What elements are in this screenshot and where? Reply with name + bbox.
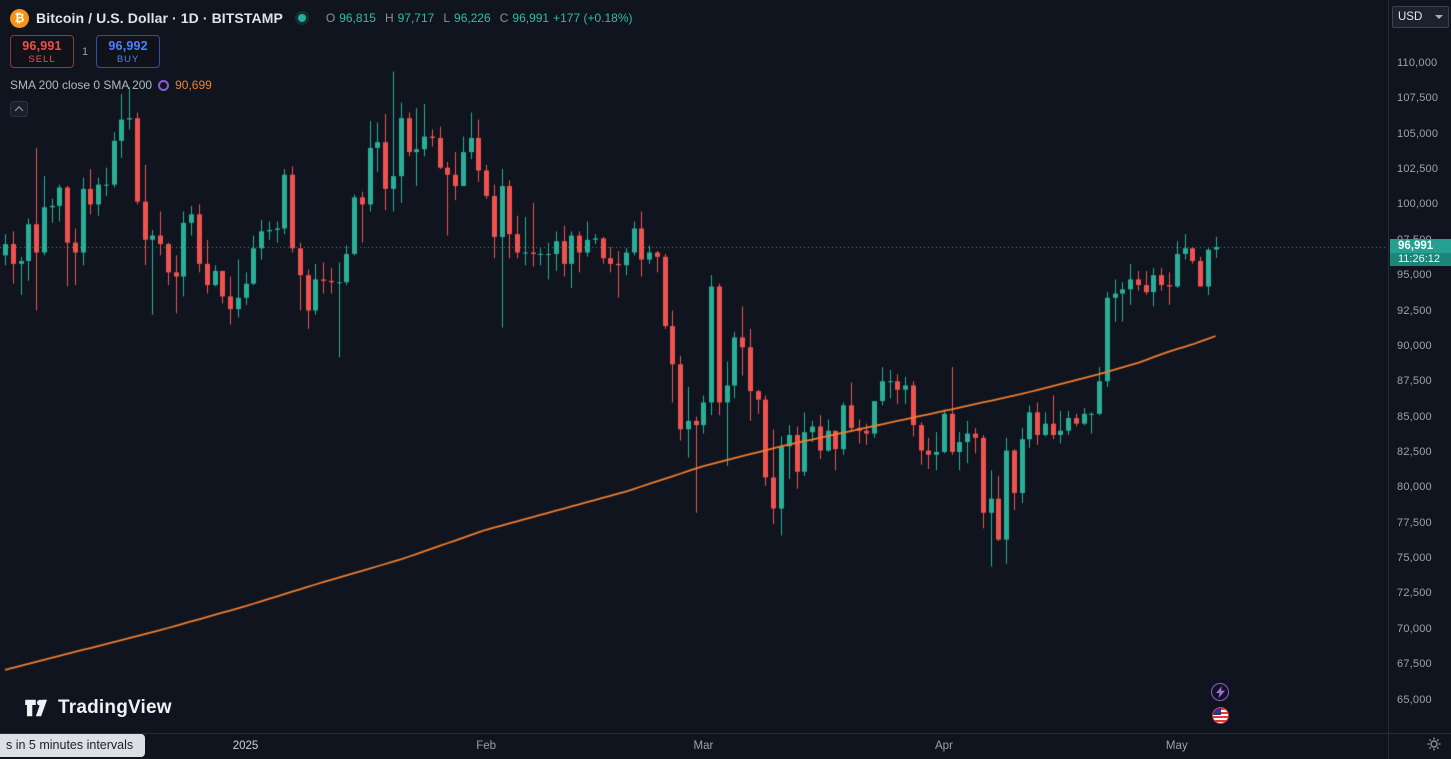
indicator-row: SMA 200 close 0 SMA 200 90,699 [10,78,632,92]
price-axis-label: 77,500 [1397,516,1432,529]
ohlc-close-value: 96,991 [512,11,550,25]
chevron-down-icon [1435,15,1443,19]
buy-label: BUY [116,53,140,65]
settings-gear-icon[interactable] [1427,737,1441,756]
ohlc-readout: O 96,815 H 97,717 L 96,226 C 96,991 +177 (+0… [321,11,633,25]
sell-price: 96,991 [22,38,62,53]
indicator-title[interactable]: SMA 200 close 0 SMA 200 [10,78,153,92]
tradingview-watermark: TradingView [24,697,172,719]
price-axis-label: 80,000 [1397,481,1432,494]
candlestick-chart[interactable] [0,0,1388,733]
ohlc-open-label: O [325,11,336,25]
axis-corner [1388,733,1451,759]
price-axis-label: 110,000 [1397,57,1438,69]
interval-tooltip: s in 5 minutes intervals [0,734,146,757]
price-axis-label: 72,500 [1397,587,1432,600]
ohlc-low-value: 96,226 [454,11,491,25]
last-price-value: 96,991 [1390,239,1451,253]
ohlc-close-label: C [499,11,509,25]
collapse-header-button[interactable] [10,101,28,117]
time-axis-label: Apr [935,740,953,752]
ohlc-high-label: H [384,11,394,25]
price-axis-label: 65,000 [1397,693,1432,706]
price-axis-label: 92,500 [1397,304,1432,317]
sell-label: SELL [28,53,56,65]
price-axis-label: 67,500 [1397,658,1432,671]
price-axis-label: 75,000 [1397,552,1432,565]
chevron-up-icon [14,106,24,115]
us-flag-event-icon[interactable] [1211,707,1229,724]
lightning-event-icon[interactable] [1211,683,1229,701]
price-axis-label: 100,000 [1397,198,1439,211]
ohlc-open-value: 96,815 [339,11,376,25]
market-status-icon[interactable] [297,14,306,22]
symbol-row: ₿ Bitcoin / U.S. Dollar · 1D · BITSTAMP … [10,8,632,28]
price-axis-label: 107,500 [1397,92,1439,105]
bar-countdown: 11:26:12 [1390,253,1451,266]
price-axis-label: 87,500 [1397,375,1432,388]
buy-price: 96,992 [108,38,148,53]
buy-button[interactable]: 96,992 BUY [96,35,161,68]
price-axis-label: 102,500 [1397,163,1439,176]
bitcoin-logo-icon: ₿ [10,8,29,28]
indicator-sync-icon[interactable] [158,79,170,91]
price-axis-label: 90,000 [1397,339,1432,352]
time-axis-label: May [1165,740,1188,752]
tradingview-logo-icon [24,697,50,719]
ohlc-low-label: L [443,11,451,25]
symbol-title[interactable]: Bitcoin / U.S. Dollar · 1D · BITSTAMP [36,10,283,26]
time-axis-label: 2025 [232,740,259,752]
price-axis-label: 70,000 [1397,622,1432,635]
time-axis[interactable]: 2025 Feb Mar Apr May [0,733,1388,759]
ohlc-high-value: 97,717 [397,11,435,25]
sell-button[interactable]: 96,991 SELL [10,35,74,68]
price-axis-label: 85,000 [1397,410,1432,423]
price-axis-label: 105,000 [1397,127,1439,140]
price-axis[interactable]: USD 96,991 11:26:12 110,000 107,500 105,00… [1388,0,1451,733]
time-axis-label: Mar [693,740,714,752]
price-axis-label: 95,000 [1397,269,1432,282]
indicator-value: 90,699 [175,78,212,92]
trade-buttons-row: 96,991 SELL 1 96,992 BUY [10,35,632,68]
last-price-badge[interactable]: 96,991 11:26:12 [1390,239,1451,266]
time-axis-label: Feb [476,740,497,752]
spread-value: 1 [82,45,89,58]
ohlc-change-value: +177 (+0.18%) [553,11,633,25]
currency-label: USD [1398,11,1423,23]
currency-dropdown[interactable]: USD [1392,6,1449,28]
event-markers [1211,683,1229,724]
watermark-text: TradingView [58,697,172,718]
chart-header: ₿ Bitcoin / U.S. Dollar · 1D · BITSTAMP … [10,8,632,117]
price-axis-label: 82,500 [1397,445,1432,458]
